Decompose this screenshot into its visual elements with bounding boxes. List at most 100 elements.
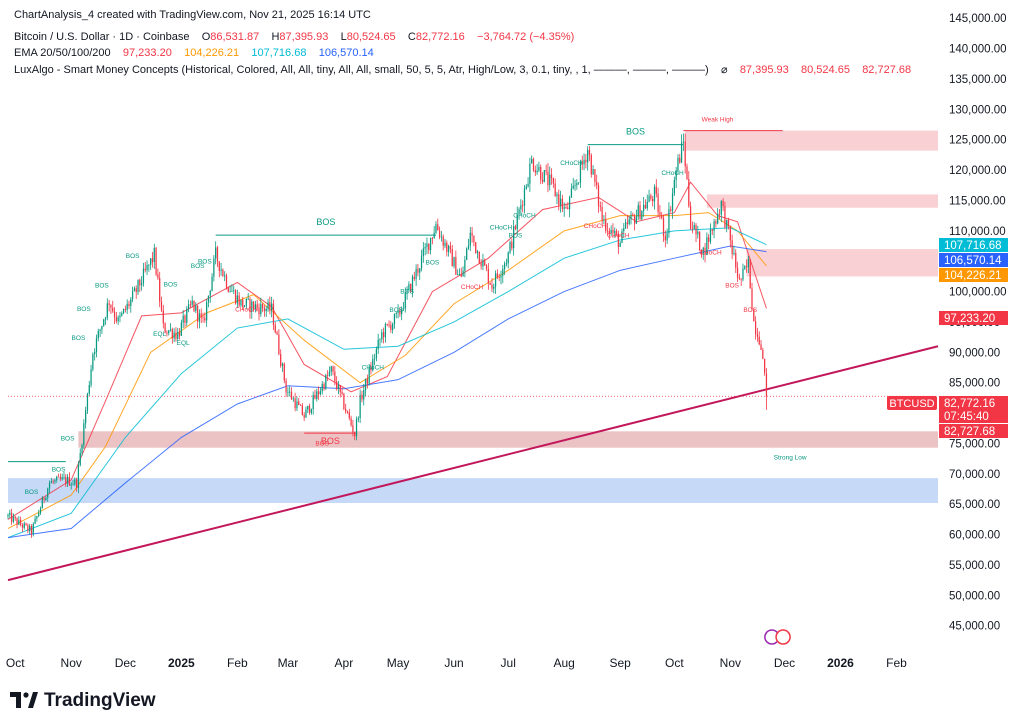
candle-body	[612, 229, 614, 233]
smc-label: CHoCH	[661, 170, 684, 177]
candle-body	[345, 409, 347, 412]
candle-body	[643, 204, 645, 211]
candle-body	[415, 268, 417, 279]
candle-body	[677, 157, 679, 171]
candle-body	[635, 216, 638, 224]
tradingview-logo[interactable]: TradingView	[10, 690, 156, 712]
candle-body	[695, 225, 697, 235]
x-tick-label: Aug	[554, 656, 575, 670]
candle-body	[131, 291, 134, 300]
smc-label: EQL	[177, 340, 190, 347]
candle-body	[433, 232, 435, 238]
candle-body	[715, 221, 717, 224]
candle-body	[610, 229, 612, 234]
candle-body	[435, 224, 437, 233]
candle-body	[484, 260, 486, 266]
candle-body	[494, 273, 497, 287]
candle-body	[684, 141, 686, 167]
candle-body	[399, 309, 401, 315]
candle-body	[92, 354, 94, 370]
candle-body	[624, 222, 627, 229]
candle-body	[193, 300, 195, 311]
smc-label: BOS	[61, 435, 75, 442]
candle-body	[166, 332, 168, 334]
candle-body	[354, 432, 356, 437]
candle-body	[150, 258, 152, 265]
candle-body	[207, 295, 210, 303]
y-tick-label: 130,000.00	[949, 104, 1007, 116]
candle-body	[552, 178, 554, 184]
price-label-text: 104,226.21	[944, 270, 1002, 282]
candle-body	[314, 394, 316, 399]
candle-body	[641, 210, 643, 220]
candle-body	[639, 205, 641, 220]
y-tick-label: 90,000.00	[949, 347, 1000, 359]
candle-body	[466, 248, 468, 260]
candle-body	[428, 243, 430, 251]
x-tick-label: Feb	[886, 656, 907, 670]
candle-body	[38, 513, 40, 517]
ema-line	[7, 212, 767, 529]
ohlc-close: 82,772.16	[415, 31, 465, 43]
candle-body	[440, 236, 443, 238]
candle-body	[66, 476, 69, 484]
candle-body	[184, 315, 186, 323]
x-tick-label: Sep	[609, 656, 631, 670]
candle-body	[617, 233, 620, 247]
candle-body	[549, 174, 551, 186]
smc-label: BOS	[126, 253, 140, 260]
candle-body	[233, 290, 235, 292]
candle-body	[137, 279, 139, 293]
candle-body	[726, 219, 728, 228]
candle-body	[393, 313, 396, 324]
candle-body	[657, 193, 659, 213]
candle-body	[709, 229, 712, 242]
candle-body	[63, 476, 65, 478]
order-block-zone	[78, 431, 938, 448]
candle-body	[388, 324, 390, 326]
candle-body	[218, 261, 220, 271]
smc-label: BOS	[191, 263, 205, 270]
candle-body	[21, 524, 24, 528]
ema-legend-line[interactable]: EMA 20/50/100/200 97,233.20 104,226.21 1…	[14, 47, 374, 59]
candle-body	[534, 170, 536, 173]
candle-body	[518, 209, 520, 215]
candle-body	[182, 315, 184, 323]
candle-body	[561, 198, 564, 209]
candle-body	[70, 484, 72, 486]
candle-body	[390, 324, 392, 330]
price-label-text: 82,727.68	[944, 426, 995, 438]
y-tick-label: 70,000.00	[949, 469, 1000, 481]
candle-body	[368, 368, 370, 384]
ema-50-value: 104,226.21	[184, 47, 240, 59]
ema-200-value: 106,570.14	[318, 47, 374, 59]
y-tick-label: 125,000.00	[949, 135, 1007, 147]
time-axis: Oct Nov Dec 2025 Feb Mar Apr May Jun Jul Aug Sep Oct…	[6, 656, 907, 670]
candle-body	[41, 497, 43, 509]
created-by-line: ChartAnalysis_4 created with TradingView…	[14, 9, 371, 21]
luxalgo-legend-line[interactable]: LuxAlgo - Smart Money Concepts (Historic…	[14, 63, 911, 76]
symbol-name[interactable]: Bitcoin / U.S. Dollar · 1D · Coinbase	[14, 31, 190, 43]
candle-body	[48, 483, 51, 489]
smc-label: CHoCH	[699, 250, 722, 257]
y-tick-label: 50,000.00	[949, 590, 1000, 602]
candle-body	[128, 303, 130, 307]
candle-body	[765, 373, 768, 397]
candle-body	[276, 332, 278, 335]
candle-body	[157, 274, 159, 279]
candle-body	[227, 287, 229, 292]
candle-body	[357, 418, 359, 420]
luxalgo-value-3: 82,727.68	[862, 64, 912, 76]
candle-body	[576, 183, 578, 186]
candle-body	[664, 236, 666, 241]
candle-body	[740, 278, 742, 280]
candle-body	[90, 369, 92, 386]
candle-body	[431, 237, 434, 239]
candle-body	[271, 303, 273, 311]
candle-body	[99, 329, 101, 331]
luxalgo-value-2: 80,524.65	[801, 64, 850, 76]
candle-body	[516, 214, 518, 230]
candle-body	[568, 197, 571, 210]
candle-body	[666, 233, 668, 241]
